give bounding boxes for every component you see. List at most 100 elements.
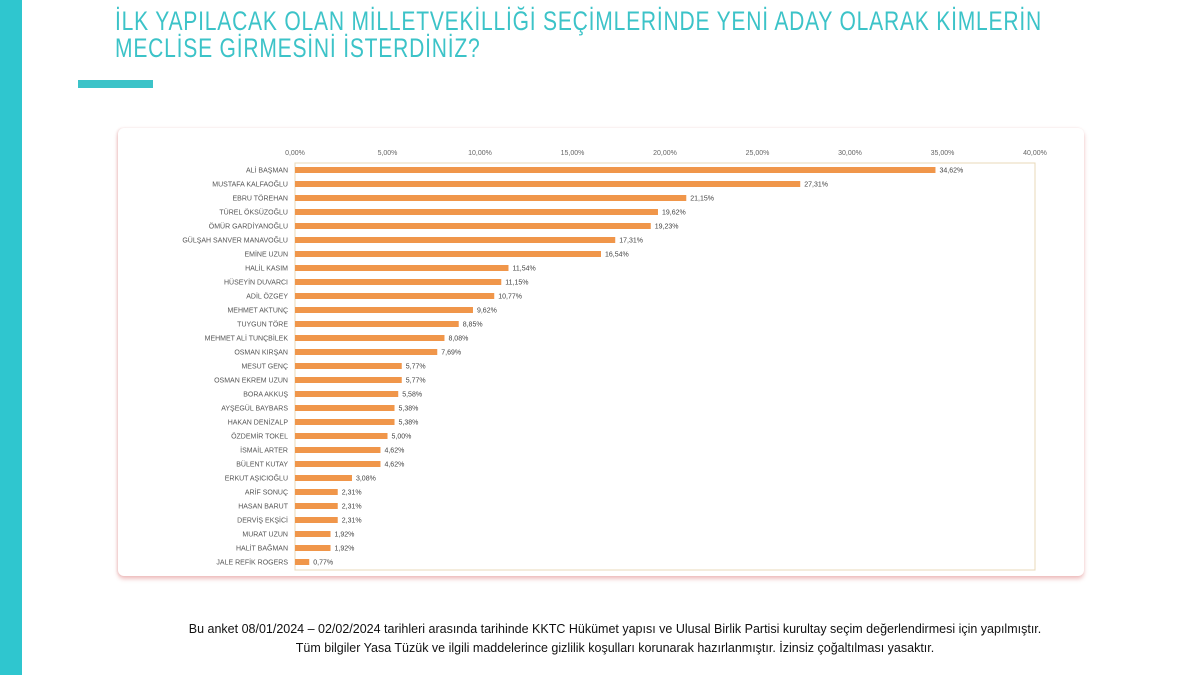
- category-label: DERVİŞ EKŞİCİ: [237, 516, 288, 525]
- bar: [295, 167, 936, 173]
- bar: [295, 475, 352, 481]
- bar: [295, 195, 687, 201]
- category-label: ÖMÜR GARDİYANOĞLU: [209, 222, 288, 231]
- category-label: OSMAN EKREM UZUN: [214, 378, 288, 385]
- data-label: 16,54%: [605, 252, 629, 259]
- category-label: JALE REFİK ROGERS: [216, 558, 288, 567]
- bar: [295, 181, 801, 187]
- data-label: 5,58%: [402, 392, 422, 399]
- data-label: 5,77%: [406, 364, 426, 371]
- category-label: TUYGUN TÖRE: [237, 321, 288, 329]
- category-label: ADİL ÖZGEY: [246, 292, 288, 301]
- bar: [295, 223, 651, 229]
- data-label: 1,92%: [335, 532, 355, 539]
- bar: [295, 377, 402, 383]
- title-line-1: İLK YAPILACAK OLAN MİLLETVEKİLLİĞİ SEÇİM…: [115, 6, 1042, 36]
- x-tick-label: 30,00%: [838, 150, 862, 157]
- data-label: 4,62%: [384, 462, 404, 469]
- category-label: EMİNE UZUN: [244, 250, 288, 259]
- data-label: 4,62%: [384, 448, 404, 455]
- title-line-2: MECLİSE GİRMESİNİ İSTERDİNİZ?: [115, 33, 481, 63]
- bar: [295, 335, 445, 341]
- data-label: 3,08%: [356, 476, 376, 483]
- category-label: MURAT UZUN: [242, 532, 288, 539]
- footer-note-1: Bu anket 08/01/2024 – 02/02/2024 tarihle…: [188, 622, 1042, 636]
- data-label: 7,69%: [441, 350, 461, 357]
- data-label: 5,00%: [392, 434, 412, 441]
- data-label: 17,31%: [619, 238, 643, 245]
- category-label: HASAN BARUT: [238, 504, 289, 511]
- category-label: GÜLŞAH SANVER MANAVOĞLU: [182, 236, 288, 245]
- category-label: AYŞEGÜL BAYBARS: [221, 405, 288, 413]
- data-label: 11,15%: [505, 280, 528, 287]
- data-label: 5,38%: [399, 420, 419, 427]
- category-label: EBRU TÖREHAN: [233, 195, 289, 203]
- category-label: OSMAN KIRŞAN: [234, 350, 288, 357]
- x-tick-label: 5,00%: [378, 150, 398, 157]
- bar: [295, 251, 601, 257]
- bar: [295, 279, 502, 285]
- bar: [295, 545, 331, 551]
- data-label: 19,23%: [655, 224, 679, 231]
- data-label: 34,62%: [939, 168, 963, 175]
- data-label: 10,77%: [498, 294, 522, 301]
- data-label: 8,08%: [448, 336, 468, 343]
- bar: [295, 349, 438, 355]
- bar: [295, 433, 388, 439]
- bar: [295, 447, 381, 453]
- bar: [295, 489, 338, 495]
- x-tick-label: 10,00%: [468, 150, 492, 157]
- data-label: 2,31%: [342, 518, 362, 525]
- footer-note-2: Tüm bilgiler Yasa Tüzük ve ilgili maddel…: [295, 641, 935, 655]
- page-title: İLK YAPILACAK OLAN MİLLETVEKİLLİĞİ SEÇİM…: [115, 8, 1042, 62]
- x-tick-label: 40,00%: [1023, 150, 1047, 157]
- category-label: MESUT GENÇ: [241, 364, 288, 371]
- bar: [295, 531, 331, 537]
- x-tick-label: 20,00%: [653, 150, 677, 157]
- category-label: HAKAN DENİZALP: [228, 418, 289, 427]
- category-label: HALİL KASIM: [245, 264, 288, 273]
- category-label: MEHMET AKTUNÇ: [227, 308, 288, 315]
- category-label: MEHMET ALİ TUNÇBİLEK: [205, 334, 289, 343]
- bar: [295, 391, 399, 397]
- data-label: 11,54%: [512, 266, 535, 273]
- data-label: 27,31%: [804, 182, 828, 189]
- category-label: BORA AKKUŞ: [243, 392, 288, 399]
- category-label: ARİF SONUÇ: [245, 488, 288, 497]
- bar: [295, 237, 616, 243]
- data-label: 8,85%: [463, 322, 483, 329]
- category-label: ÖZDEMİR TOKEL: [231, 432, 288, 441]
- bar: [295, 419, 395, 425]
- data-label: 21,15%: [690, 196, 714, 203]
- bar: [295, 517, 338, 523]
- bar: [295, 293, 495, 299]
- chart-card: [118, 128, 1084, 576]
- category-label: BÜLENT KUTAY: [236, 461, 288, 469]
- x-tick-label: 25,00%: [746, 150, 770, 157]
- bar: [295, 209, 658, 215]
- title-underline: [78, 80, 153, 88]
- x-tick-label: 0,00%: [285, 150, 305, 157]
- category-label: MUSTAFA KALFAOĞLU: [212, 180, 288, 189]
- data-label: 2,31%: [342, 504, 362, 511]
- category-label: ALİ BAŞMAN: [246, 166, 288, 175]
- left-accent-bar: [0, 0, 22, 675]
- data-label: 0,77%: [313, 560, 333, 567]
- bar: [295, 559, 310, 565]
- x-tick-label: 35,00%: [931, 150, 955, 157]
- x-tick-label: 15,00%: [561, 150, 585, 157]
- category-label: HÜSEYİN DUVARCI: [224, 278, 288, 287]
- bar: [295, 363, 402, 369]
- data-label: 1,92%: [335, 546, 355, 553]
- category-label: HALİT BAĞMAN: [236, 544, 288, 553]
- bar: [295, 307, 473, 313]
- category-label: İSMAİL ARTER: [240, 446, 288, 455]
- bar: [295, 461, 381, 467]
- data-label: 19,62%: [662, 210, 686, 217]
- data-label: 2,31%: [342, 490, 362, 497]
- category-label: ERKUT AŞICIOĞLU: [225, 474, 288, 483]
- bar: [295, 265, 509, 271]
- category-label: TÜREL ÖKSÜZOĞLU: [219, 208, 288, 217]
- data-label: 9,62%: [477, 308, 497, 315]
